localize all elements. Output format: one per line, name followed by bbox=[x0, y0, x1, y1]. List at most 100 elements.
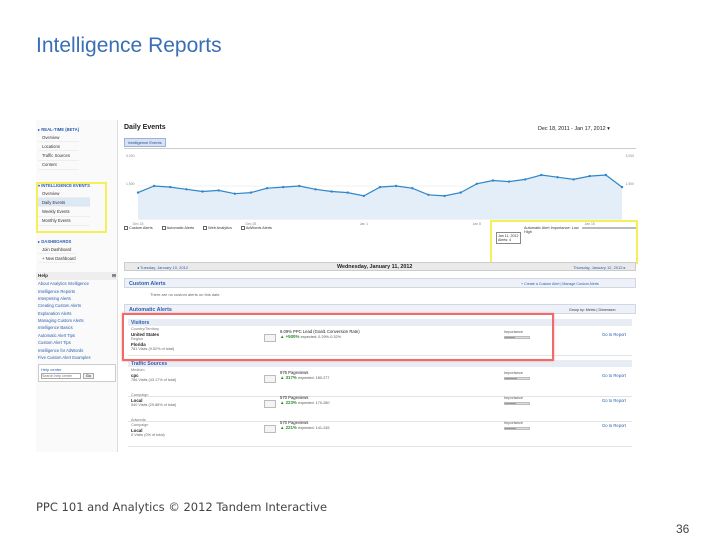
traffic-sources-category: Traffic Sources bbox=[128, 360, 632, 367]
data-point bbox=[314, 188, 317, 191]
legend-adwords-alerts[interactable]: AdWords Alerts bbox=[240, 226, 272, 230]
sidebar-item-traffic-sources[interactable]: Traffic Sources bbox=[38, 151, 80, 161]
help-link[interactable]: About Analytics Intelligence bbox=[38, 281, 89, 287]
help-go-button[interactable]: Go bbox=[83, 373, 94, 380]
prev-day-link[interactable]: ◂ Tuesday, January 10, 2012 bbox=[137, 264, 189, 270]
go-to-report-link[interactable]: Go to Report bbox=[602, 373, 626, 378]
data-point bbox=[556, 176, 559, 179]
data-point bbox=[346, 191, 349, 194]
sidebar-item-monthly-events[interactable]: Monthly Events bbox=[38, 217, 90, 226]
chart-tooltip: Jan 11, 2012 Alerts: 4 bbox=[496, 232, 521, 244]
change-value: ▲ 221% bbox=[280, 425, 297, 431]
data-point bbox=[136, 191, 140, 194]
data-point bbox=[265, 187, 269, 190]
visits-text: 0 Visits (0% of total) bbox=[131, 433, 165, 437]
sidebar-item-intel-overview[interactable]: Overview bbox=[38, 189, 90, 199]
custom-alerts-header: Custom Alerts + Create a Custom Alert | … bbox=[124, 278, 636, 288]
importance-slider[interactable]: Automatic Alert Importance: Low High bbox=[524, 226, 642, 234]
data-point bbox=[201, 190, 204, 193]
importance-low: Low bbox=[571, 226, 579, 230]
data-point bbox=[572, 178, 575, 181]
go-to-report-link[interactable]: Go to Report bbox=[602, 398, 626, 403]
expected-range: expected: 0.29%-0.32% bbox=[300, 335, 341, 340]
dimension-value: Local bbox=[131, 398, 143, 403]
sidebar-item-new-dashboard[interactable]: + New Dashboard bbox=[38, 254, 76, 264]
tab-intelligence-events[interactable]: Intelligence Events bbox=[124, 138, 166, 147]
sidebar-item-weekly-events[interactable]: Weekly Events bbox=[38, 207, 90, 217]
sidebar-item-locations[interactable]: Locations bbox=[38, 142, 80, 152]
help-link[interactable]: Five Custom Alert Examples bbox=[38, 354, 91, 360]
alert-row: Medium cpc 786 Visits (43.17% of total) … bbox=[128, 367, 632, 397]
data-point bbox=[475, 182, 478, 185]
importance-label: Importance bbox=[504, 371, 523, 375]
sidebar-item-content[interactable]: Content bbox=[38, 161, 80, 170]
data-point bbox=[411, 187, 414, 190]
go-to-report-link[interactable]: Go to Report bbox=[602, 332, 626, 337]
help-search-input[interactable] bbox=[41, 373, 81, 380]
realtime-head[interactable]: ▸ REAL-TIME (BETA) bbox=[38, 127, 80, 132]
importance-bar bbox=[504, 402, 530, 405]
help-center-link[interactable]: Help center bbox=[41, 367, 62, 373]
dimension-value: United States bbox=[131, 332, 160, 337]
change-value: ▲ 223% bbox=[280, 400, 297, 406]
sidebar-item-overview[interactable]: Overview bbox=[38, 133, 80, 143]
data-point bbox=[185, 188, 188, 191]
sidebar-item-join-dashboard[interactable]: Join Dashboard bbox=[38, 245, 76, 255]
help-link[interactable]: Intelligence for AdWords bbox=[38, 347, 84, 353]
dimension-label: Adwords bbox=[131, 418, 146, 422]
data-point bbox=[604, 173, 608, 177]
change-value: ▲ +500% bbox=[280, 334, 300, 340]
chart-legend: Custom Alerts Automatic Alerts Web Analy… bbox=[124, 226, 272, 230]
current-day: Wednesday, January 11, 2012 bbox=[337, 264, 413, 270]
collapse-icon[interactable]: ⊟ bbox=[112, 273, 116, 278]
go-to-report-link[interactable]: Go to Report bbox=[602, 423, 626, 428]
no-custom-alerts: There are no custom alerts on this date bbox=[150, 292, 220, 297]
date-range-picker[interactable]: Dec 18, 2011 - Jan 17, 2012 ▾ bbox=[538, 126, 610, 132]
help-link[interactable]: Intelligence Reports bbox=[38, 288, 76, 294]
expected-range: expected: 170-260 bbox=[298, 401, 330, 406]
x-tick-label: Dec 18 bbox=[133, 222, 144, 226]
data-point bbox=[394, 184, 398, 188]
legend-automatic-alerts[interactable]: Automatic Alerts bbox=[161, 226, 194, 230]
automatic-alerts-title: Automatic Alerts bbox=[129, 307, 172, 313]
custom-alerts-links[interactable]: + Create a Custom Alert | Manage Custom … bbox=[521, 281, 599, 286]
next-day-link[interactable]: Thursday, January 12, 2012 ▸ bbox=[573, 264, 626, 270]
data-point bbox=[282, 185, 285, 189]
help-link[interactable]: Explanation Alerts bbox=[38, 310, 72, 316]
sidebar-item-daily-events[interactable]: Daily Events bbox=[38, 198, 90, 208]
alert-row: Adwords Campaign Local 0 Visits (0% of t… bbox=[128, 417, 632, 447]
legend-custom-alerts[interactable]: Custom Alerts bbox=[124, 226, 153, 230]
visitors-category: Visitors bbox=[128, 319, 632, 326]
help-link[interactable]: Interpreting Alerts bbox=[38, 295, 71, 301]
mini-chart-icon[interactable] bbox=[264, 400, 276, 408]
visits-text: 786 Visits (43.17% of total) bbox=[131, 378, 177, 382]
help-title: Help bbox=[38, 273, 48, 278]
tooltip-alerts: Alerts: 4 bbox=[498, 238, 512, 242]
analytics-screenshot: ▸ REAL-TIME (BETA) Overview Locations Tr… bbox=[36, 120, 642, 452]
mini-chart-icon[interactable] bbox=[264, 375, 276, 383]
change-value: ▲ 317% bbox=[280, 375, 297, 381]
metric-text: 6.09% PPC Lead (Goal1 Conversion Rate) bbox=[280, 329, 360, 334]
legend-web-analytics[interactable]: Web Analytics bbox=[203, 226, 232, 230]
mini-chart-icon[interactable] bbox=[264, 425, 276, 433]
importance-bar bbox=[504, 336, 530, 339]
help-link[interactable]: Custom Alert Tips bbox=[38, 340, 71, 346]
intel-nav: ▾ INTELLIGENCE EVENTS Overview Daily Eve… bbox=[38, 182, 90, 226]
mini-chart-icon[interactable] bbox=[264, 334, 276, 342]
help-panel: Help ⊟ About Analytics Intelligence Intel… bbox=[36, 272, 118, 385]
events-chart[interactable]: 3,000 1,500 3,000 1,500 Dec 18 Dec 25 Jan 1 Jan… bbox=[124, 148, 636, 226]
x-tick-label: Jan 1 bbox=[360, 222, 368, 226]
help-link[interactable]: Automatic Alert Tips bbox=[38, 332, 76, 338]
help-link[interactable]: Intelligence Basics bbox=[38, 325, 73, 331]
data-point bbox=[249, 191, 253, 194]
importance-label: Importance bbox=[504, 396, 523, 400]
dashboards-head[interactable]: ▸ DASHBOARDS bbox=[38, 239, 72, 244]
intel-head[interactable]: ▾ INTELLIGENCE EVENTS bbox=[38, 183, 90, 188]
help-link[interactable]: Managing Custom Alerts bbox=[38, 318, 84, 324]
x-tick-label: Dec 25 bbox=[246, 222, 257, 226]
group-by-toggle[interactable]: Group by: Metric | Dimension bbox=[569, 307, 616, 312]
help-link[interactable]: Creating Custom Alerts bbox=[38, 303, 82, 309]
custom-alerts-title: Custom Alerts bbox=[129, 281, 166, 287]
metric-text: 570 Pageviews bbox=[280, 420, 309, 425]
date-nav-bar: ◂ Tuesday, January 10, 2012 Wednesday, J… bbox=[124, 262, 636, 271]
